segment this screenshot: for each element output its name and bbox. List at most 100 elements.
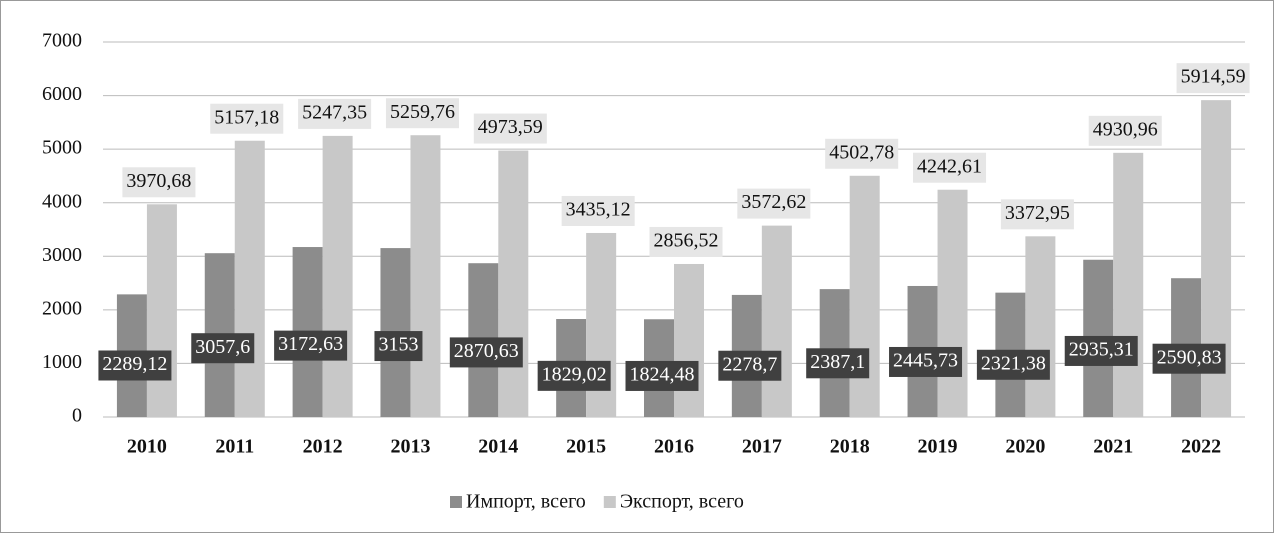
data-label-text: 2289,12 <box>102 353 167 375</box>
data-label: 2935,31 <box>1064 335 1138 366</box>
x-tick-label: 2019 <box>918 436 958 458</box>
data-label-text: 2935,31 <box>1069 339 1134 361</box>
legend-swatch <box>450 496 462 508</box>
x-tick-label: 2014 <box>478 436 518 458</box>
data-label-box <box>1064 335 1138 366</box>
data-label-text: 5247,35 <box>302 101 367 123</box>
data-label-text: 5157,18 <box>214 106 279 128</box>
data-label-text: 2856,52 <box>654 230 719 252</box>
data-label-text: 5914,59 <box>1181 66 1246 88</box>
data-label-text: 3572,62 <box>741 191 806 213</box>
data-label-text: 2870,63 <box>454 340 519 362</box>
data-label-box <box>191 333 255 364</box>
x-tick-label: 2015 <box>566 436 606 458</box>
data-label-text: 2278,7 <box>722 353 777 375</box>
data-label-box <box>913 152 987 183</box>
data-label: 3057,6 <box>191 333 255 364</box>
y-tick-label: 4000 <box>42 190 82 212</box>
data-label-box <box>1152 343 1226 374</box>
data-label-box <box>625 360 699 391</box>
data-label-text: 3153 <box>378 334 418 356</box>
data-label-box <box>374 331 423 362</box>
bar <box>761 225 792 417</box>
data-label-text: 2590,83 <box>1157 346 1222 368</box>
data-label: 4502,78 <box>825 138 899 169</box>
data-label: 2387,1 <box>806 348 870 379</box>
data-label-text: 2387,1 <box>810 351 865 373</box>
data-label-text: 5259,76 <box>390 101 455 123</box>
data-label-box <box>274 330 348 361</box>
data-label-box <box>449 337 523 368</box>
y-tick-label: 2000 <box>42 297 82 319</box>
data-label-text: 2321,38 <box>981 352 1046 374</box>
data-label-text: 4973,59 <box>478 116 543 138</box>
y-tick-label: 0 <box>72 405 82 427</box>
x-tick-label: 2018 <box>830 436 870 458</box>
data-label-box <box>385 98 459 129</box>
data-label-text: 1824,48 <box>630 364 695 386</box>
x-tick-label: 2012 <box>303 436 343 458</box>
data-label-text: 4930,96 <box>1093 118 1158 140</box>
data-label: 4930,96 <box>1088 115 1162 146</box>
data-label: 4242,61 <box>913 152 987 183</box>
bar <box>498 150 529 417</box>
bar <box>1113 152 1144 417</box>
y-tick-label: 7000 <box>42 30 82 52</box>
data-label: 3172,63 <box>274 330 348 361</box>
data-label: 3435,12 <box>561 195 635 226</box>
x-tick-label: 2020 <box>1005 436 1045 458</box>
data-label-box <box>98 350 172 381</box>
data-label-text: 3970,68 <box>126 170 191 192</box>
data-label-box <box>298 98 372 129</box>
data-label: 2278,7 <box>718 350 782 381</box>
bar <box>849 175 880 417</box>
data-label-box <box>122 167 196 198</box>
data-label: 2445,73 <box>889 346 963 377</box>
y-tick-label: 1000 <box>42 351 82 373</box>
x-tick-label: 2016 <box>654 436 694 458</box>
data-label-text: 3372,95 <box>1005 202 1070 224</box>
data-label-box <box>825 138 899 169</box>
data-label: 5247,35 <box>298 98 372 129</box>
bar <box>1025 236 1056 417</box>
data-label-box <box>1000 199 1074 230</box>
data-label: 3572,62 <box>737 188 811 219</box>
legend-label: Экспорт, всего <box>620 491 744 513</box>
data-label: 5914,59 <box>1176 63 1250 94</box>
data-label-box <box>1088 115 1162 146</box>
data-label: 3153 <box>374 331 423 362</box>
data-label-text: 2445,73 <box>893 350 958 372</box>
data-label: 3970,68 <box>122 167 196 198</box>
data-label: 2870,63 <box>449 337 523 368</box>
data-label: 1824,48 <box>625 360 699 391</box>
data-label: 2321,38 <box>976 349 1050 380</box>
data-label-box <box>537 360 611 391</box>
data-label-text: 3172,63 <box>278 333 343 355</box>
data-label-box <box>1176 63 1250 94</box>
x-tick-label: 2021 <box>1093 436 1133 458</box>
bar <box>410 135 441 417</box>
legend-swatch <box>603 496 616 508</box>
y-tick-label: 5000 <box>42 137 82 159</box>
data-label: 1829,02 <box>537 360 611 391</box>
data-label-box <box>649 226 723 257</box>
data-label-box <box>561 195 635 226</box>
data-label-box <box>806 348 870 379</box>
data-label-box <box>473 113 547 144</box>
bar <box>322 135 353 417</box>
data-label-box <box>718 350 782 381</box>
data-label: 2289,12 <box>98 350 172 381</box>
data-label-text: 3057,6 <box>195 336 250 358</box>
x-tick-label: 2010 <box>127 436 167 458</box>
data-label: 5157,18 <box>210 103 284 134</box>
bar <box>234 140 265 417</box>
data-label-box <box>976 349 1050 380</box>
data-label-text: 4502,78 <box>829 141 894 163</box>
x-tick-label: 2011 <box>215 436 254 458</box>
legend-label: Импорт, всего <box>466 491 586 513</box>
data-label-box <box>210 103 284 134</box>
y-tick-label: 3000 <box>42 244 82 266</box>
data-label-box <box>737 188 811 219</box>
y-tick-label: 6000 <box>42 83 82 105</box>
